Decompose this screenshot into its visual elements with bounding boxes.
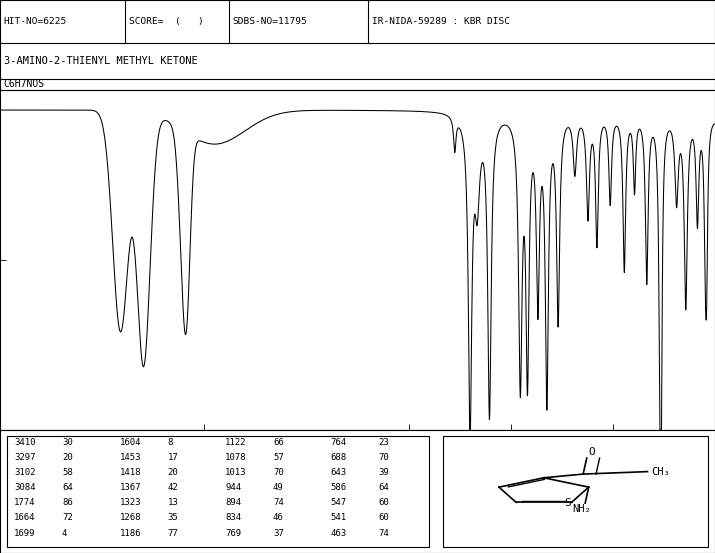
Text: 74: 74 <box>273 498 284 507</box>
Text: IR-NIDA-59289 : KBR DISC: IR-NIDA-59289 : KBR DISC <box>372 17 510 26</box>
Text: 643: 643 <box>330 468 347 477</box>
Text: 70: 70 <box>378 453 389 462</box>
Text: 944: 944 <box>225 483 242 492</box>
Text: 60: 60 <box>378 513 389 523</box>
Bar <box>7 436 429 547</box>
Text: SDBS-NO=11795: SDBS-NO=11795 <box>232 17 307 26</box>
Text: 64: 64 <box>62 483 73 492</box>
Text: 1774: 1774 <box>14 498 36 507</box>
Text: 1664: 1664 <box>14 513 36 523</box>
Text: 23: 23 <box>378 437 389 446</box>
Text: 1122: 1122 <box>225 437 247 446</box>
Text: C6H7NOS: C6H7NOS <box>4 79 45 89</box>
Text: 13: 13 <box>167 498 178 507</box>
X-axis label: WAVENUMBER(1-1): WAVENUMBER(1-1) <box>313 447 402 457</box>
Text: 74: 74 <box>378 529 389 538</box>
Text: S: S <box>565 498 571 508</box>
Text: 42: 42 <box>167 483 178 492</box>
Bar <box>443 436 708 547</box>
Text: 541: 541 <box>330 513 347 523</box>
Text: 1078: 1078 <box>225 453 247 462</box>
Text: 58: 58 <box>62 468 73 477</box>
Text: 17: 17 <box>167 453 178 462</box>
Text: 70: 70 <box>273 468 284 477</box>
Text: 64: 64 <box>378 483 389 492</box>
Text: 1453: 1453 <box>120 453 142 462</box>
Text: 688: 688 <box>330 453 347 462</box>
Text: 39: 39 <box>378 468 389 477</box>
Text: 3410: 3410 <box>14 437 36 446</box>
Text: 894: 894 <box>225 498 242 507</box>
Text: 1013: 1013 <box>225 468 247 477</box>
Text: 35: 35 <box>167 513 178 523</box>
Text: 4: 4 <box>62 529 67 538</box>
Text: 30: 30 <box>62 437 73 446</box>
Text: 3084: 3084 <box>14 483 36 492</box>
Text: 66: 66 <box>273 437 284 446</box>
Text: HIT-NO=6225: HIT-NO=6225 <box>4 17 66 26</box>
Text: 764: 764 <box>330 437 347 446</box>
Text: 49: 49 <box>273 483 284 492</box>
Text: 1418: 1418 <box>120 468 142 477</box>
Text: 60: 60 <box>378 498 389 507</box>
Text: 3102: 3102 <box>14 468 36 477</box>
Text: 46: 46 <box>273 513 284 523</box>
Text: 20: 20 <box>167 468 178 477</box>
Text: O: O <box>588 447 595 457</box>
Text: NH₂: NH₂ <box>572 504 591 514</box>
Text: 547: 547 <box>330 498 347 507</box>
Text: 834: 834 <box>225 513 242 523</box>
Text: 8: 8 <box>167 437 173 446</box>
Text: 1186: 1186 <box>120 529 142 538</box>
Text: 1323: 1323 <box>120 498 142 507</box>
Text: 37: 37 <box>273 529 284 538</box>
Text: 20: 20 <box>62 453 73 462</box>
Text: 3-AMINO-2-THIENYL METHYL KETONE: 3-AMINO-2-THIENYL METHYL KETONE <box>4 56 197 66</box>
Text: 57: 57 <box>273 453 284 462</box>
Text: 463: 463 <box>330 529 347 538</box>
Text: 3297: 3297 <box>14 453 36 462</box>
Text: CH₃: CH₃ <box>651 467 670 477</box>
Text: SCORE=  (   ): SCORE= ( ) <box>129 17 204 26</box>
Text: 77: 77 <box>167 529 178 538</box>
Text: 1268: 1268 <box>120 513 142 523</box>
Text: 86: 86 <box>62 498 73 507</box>
Text: 1367: 1367 <box>120 483 142 492</box>
Text: 1604: 1604 <box>120 437 142 446</box>
Text: 769: 769 <box>225 529 242 538</box>
Text: 72: 72 <box>62 513 73 523</box>
Text: 1699: 1699 <box>14 529 36 538</box>
Text: 586: 586 <box>330 483 347 492</box>
